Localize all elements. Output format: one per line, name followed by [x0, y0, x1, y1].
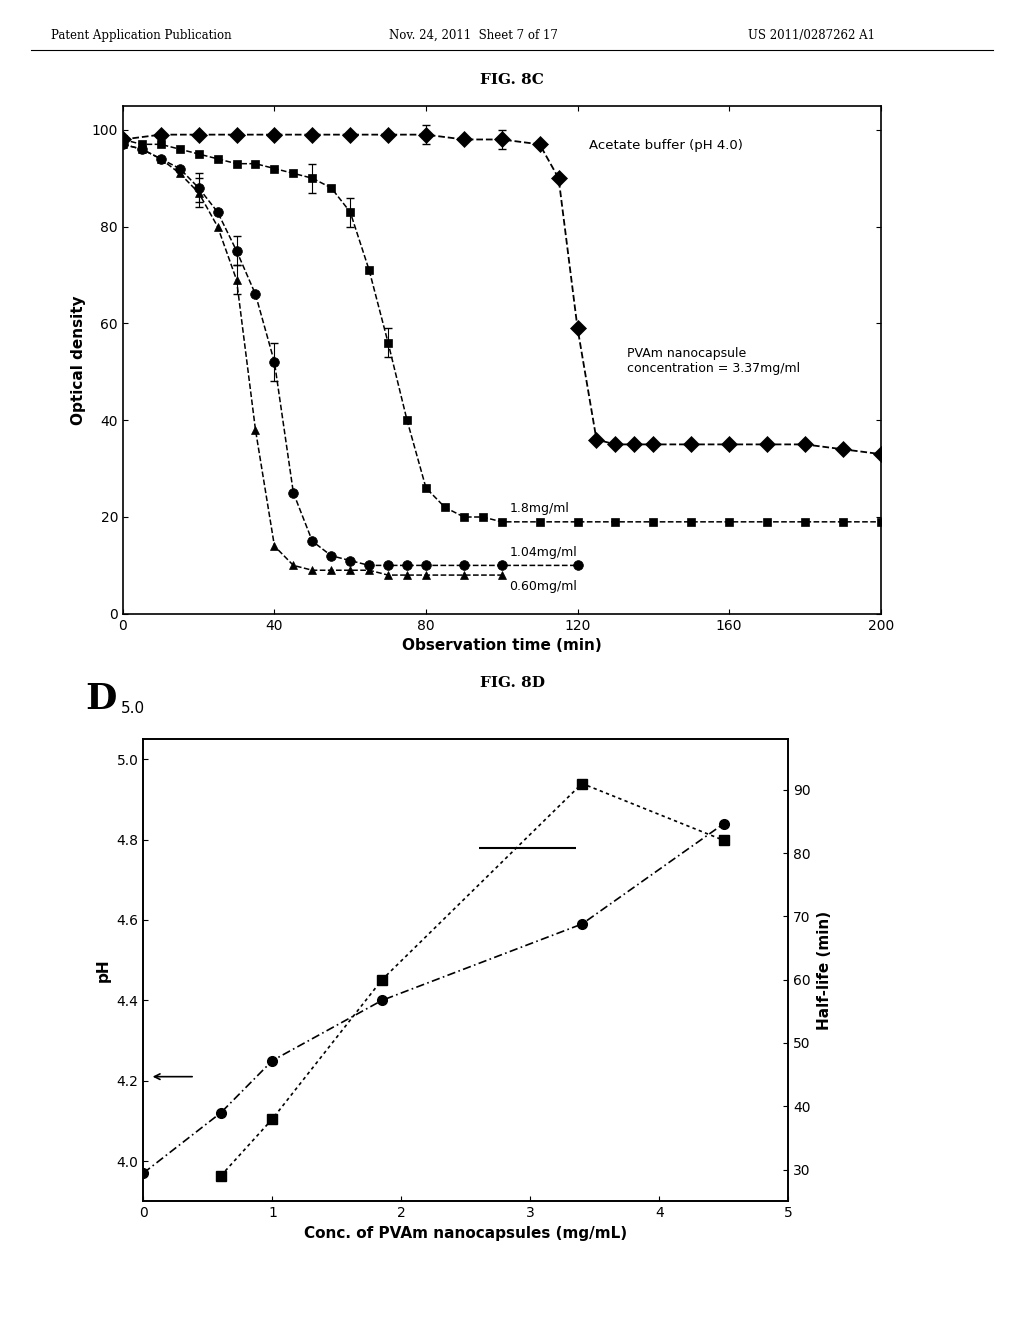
Text: US 2011/0287262 A1: US 2011/0287262 A1 — [748, 29, 874, 42]
Text: 5.0: 5.0 — [121, 701, 145, 715]
Text: 1.8mg/ml: 1.8mg/ml — [509, 502, 569, 515]
Text: Patent Application Publication: Patent Application Publication — [51, 29, 231, 42]
Text: D: D — [85, 682, 117, 715]
Text: Nov. 24, 2011  Sheet 7 of 17: Nov. 24, 2011 Sheet 7 of 17 — [389, 29, 558, 42]
Text: 0.60mg/ml: 0.60mg/ml — [509, 579, 578, 593]
Text: FIG. 8D: FIG. 8D — [479, 676, 545, 690]
Y-axis label: Optical density: Optical density — [71, 294, 86, 425]
X-axis label: Conc. of PVAm nanocapsules (mg/mL): Conc. of PVAm nanocapsules (mg/mL) — [304, 1225, 628, 1241]
Text: 1.04mg/ml: 1.04mg/ml — [509, 545, 578, 558]
Y-axis label: pH: pH — [96, 958, 111, 982]
Text: PVAm nanocapsule
concentration = 3.37mg/ml: PVAm nanocapsule concentration = 3.37mg/… — [627, 347, 800, 375]
Text: Acetate buffer (pH 4.0): Acetate buffer (pH 4.0) — [589, 139, 742, 152]
Y-axis label: Half-life (min): Half-life (min) — [816, 911, 831, 1030]
X-axis label: Observation time (min): Observation time (min) — [401, 638, 602, 653]
Text: FIG. 8C: FIG. 8C — [480, 73, 544, 87]
